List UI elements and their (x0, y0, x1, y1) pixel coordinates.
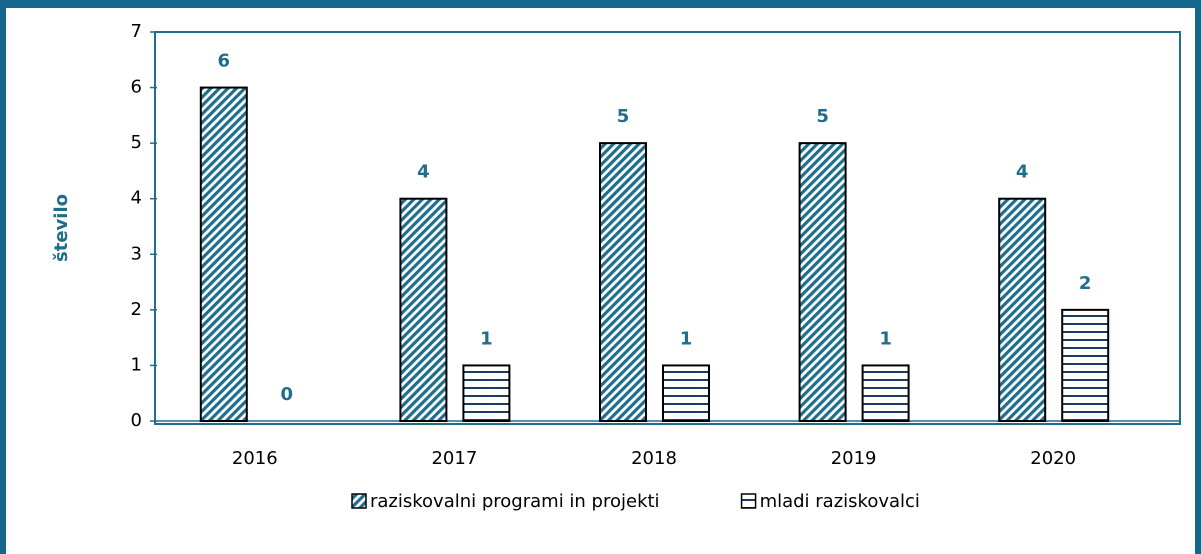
data-label: 4 (417, 162, 430, 183)
bar (599, 142, 647, 422)
bar (798, 142, 847, 422)
y-tick-label: 2 (131, 299, 142, 320)
top-band (0, 0, 1201, 8)
data-label: 5 (816, 106, 829, 127)
y-tick-label: 1 (131, 354, 142, 375)
legend-swatch (351, 493, 367, 509)
y-tick-label: 3 (131, 243, 142, 264)
x-tick-label: 2018 (631, 448, 677, 469)
bar (199, 86, 248, 422)
y-tick-label: 6 (131, 77, 142, 98)
y-tick-label: 7 (131, 21, 142, 42)
data-label: 1 (480, 328, 493, 349)
y-tick-label: 4 (131, 188, 142, 209)
data-label: 5 (617, 106, 630, 127)
data-label: 1 (680, 328, 693, 349)
bar (861, 364, 910, 422)
left-border (0, 0, 6, 554)
bar (1061, 308, 1110, 423)
legend-swatch (740, 493, 757, 509)
legend-label: raziskovalni programi in projekti (370, 491, 660, 512)
y-tick-label: 5 (131, 132, 142, 153)
data-label: 6 (218, 51, 231, 72)
y-tick-label: 0 (131, 410, 142, 431)
plot-frame (154, 31, 1181, 425)
bar (462, 364, 511, 422)
legend-label: mladi raziskovalci (760, 491, 920, 512)
y-axis-label: število (51, 194, 72, 262)
data-label: 1 (879, 328, 892, 349)
x-tick-label: 2017 (431, 448, 477, 469)
bar (399, 197, 448, 422)
data-label: 2 (1079, 273, 1092, 294)
x-tick-label: 2016 (232, 448, 278, 469)
data-label: 0 (281, 384, 294, 405)
x-tick-label: 2019 (831, 448, 877, 469)
data-label: 4 (1016, 162, 1029, 183)
bar (998, 197, 1047, 422)
right-border (1195, 0, 1201, 554)
bar (662, 364, 710, 422)
x-tick-label: 2020 (1030, 448, 1076, 469)
